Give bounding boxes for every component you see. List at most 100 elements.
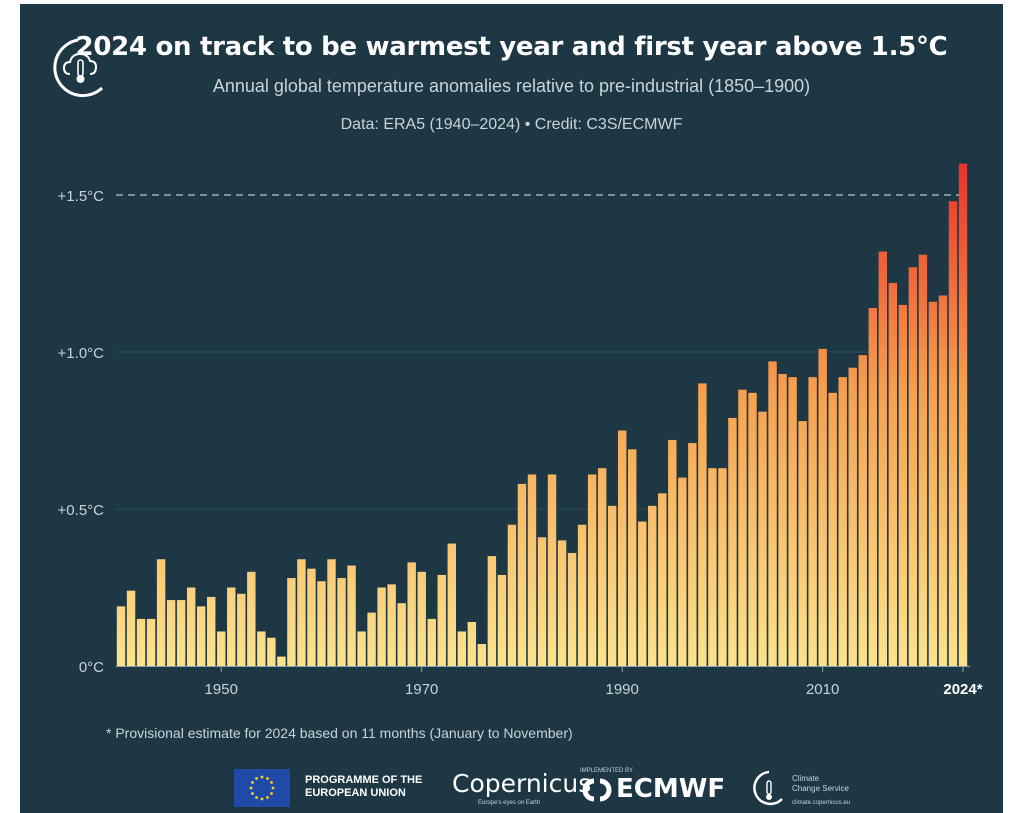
bar-1975: [467, 622, 477, 666]
bar-1940: [116, 606, 126, 666]
bar-1999: [708, 468, 717, 666]
chart-panel: 0°C +0.5°C +1.0°C +1.5°C 1950 1970 1990 2010 202…: [20, 4, 1003, 813]
bar-1978: [497, 574, 507, 666]
bar-1977: [487, 556, 497, 666]
bar-2015: [868, 308, 877, 666]
bar-1991: [628, 449, 637, 666]
bar-1970: [417, 571, 426, 666]
eu-programme-label: PROGRAMME OF THE EUROPEAN UNION: [305, 774, 422, 800]
bar-1994: [658, 493, 667, 666]
bar-2004: [758, 411, 767, 666]
bar-1960: [317, 581, 326, 666]
footnote: * Provisional estimate for 2024 based on…: [106, 725, 573, 741]
bar-1986: [577, 524, 587, 666]
bar-2022: [938, 295, 948, 666]
bar-1971: [427, 618, 436, 666]
ecmwf-implemented-label: IMPLEMENTED BY: [580, 768, 634, 774]
bar-1966: [377, 587, 386, 666]
bar-2000: [718, 468, 727, 666]
bar-1949: [207, 596, 216, 666]
bar-2020: [918, 254, 928, 666]
bar-1941: [126, 590, 136, 666]
x-tick-label: 1950: [205, 681, 238, 698]
bar-2014: [858, 355, 867, 666]
copernicus-tagline: Europe's eyes on Earth: [478, 800, 541, 806]
bar-1993: [648, 505, 657, 666]
bar-1995: [668, 439, 677, 666]
bar-1965: [367, 612, 376, 666]
bar-1956: [277, 656, 286, 666]
x-tick-label: 1990: [606, 681, 639, 698]
bar-1944: [156, 559, 166, 666]
c3s-url: climate.copernicus.eu: [792, 800, 851, 806]
bar-2007: [788, 377, 797, 666]
bar-1988: [597, 468, 607, 666]
bar-1998: [698, 383, 707, 666]
bar-1963: [347, 565, 356, 666]
bar-1942: [136, 618, 146, 666]
y-tick-label: +1.5°C: [58, 188, 105, 205]
bar-1996: [678, 477, 687, 666]
bar-1972: [437, 574, 446, 666]
bar-2018: [898, 304, 908, 666]
bar-2011: [828, 392, 837, 666]
bar-1962: [337, 578, 346, 666]
bar-1946: [176, 600, 186, 666]
ecmwf-logo-icon: [580, 777, 614, 808]
bar-1969: [407, 562, 416, 666]
bar-1950: [217, 631, 226, 666]
bar-1959: [307, 568, 316, 666]
bar-2008: [798, 421, 807, 666]
copernicus-logo: Copernicus: [452, 769, 592, 798]
bar-2001: [728, 417, 737, 666]
x-tick-label: 2024*: [943, 681, 982, 698]
y-tick-label: 0°C: [79, 659, 104, 676]
bar-1984: [557, 540, 567, 666]
climate-thermometer-logo-icon: [50, 34, 110, 105]
x-tick-label: 1970: [405, 681, 438, 698]
bar-1954: [257, 631, 266, 666]
c3s-label-line2: Change Service: [792, 784, 849, 793]
chart-credit: Data: ERA5 (1940–2024) • Credit: C3S/ECM…: [340, 116, 683, 133]
bar-1974: [457, 631, 467, 666]
bar-1997: [688, 443, 697, 666]
bar-1951: [227, 587, 236, 666]
bar-2019: [908, 267, 918, 666]
bar-1957: [287, 578, 296, 666]
bar-1968: [397, 603, 406, 666]
eu-label-line1: PROGRAMME OF THE: [305, 774, 423, 786]
bar-1947: [186, 587, 196, 666]
bar-2016: [878, 251, 888, 666]
bar-1943: [146, 618, 156, 666]
bar-1973: [447, 543, 456, 666]
c3s-label-line1: Climate: [792, 774, 820, 783]
bar-1979: [507, 524, 517, 666]
bar-2002: [738, 389, 747, 666]
bar-1958: [297, 559, 306, 666]
chart-plot: 0°C +0.5°C +1.0°C +1.5°C 1950 1970 1990 2010 202…: [58, 163, 983, 698]
c3s-logo-icon: [752, 769, 786, 813]
c3s-label: Climate Change Service: [792, 774, 849, 794]
bar-1976: [477, 644, 487, 666]
bar-2010: [818, 348, 827, 666]
bar-1992: [638, 521, 647, 666]
bar-2005: [768, 361, 777, 666]
bar-1953: [247, 571, 256, 666]
bar-1987: [587, 474, 597, 666]
bar-1985: [567, 552, 577, 666]
eu-label-line2: EUROPEAN UNION: [305, 787, 406, 799]
bar-1981: [527, 474, 537, 666]
bar-2021: [928, 301, 938, 666]
bar-2013: [848, 367, 857, 666]
bar-1982: [537, 537, 547, 666]
bar-2012: [838, 377, 847, 666]
bar-1967: [387, 584, 396, 666]
bar-1945: [166, 600, 176, 666]
bar-1980: [517, 483, 527, 666]
chart-title: 2024 on track to be warmest year and fir…: [75, 32, 948, 62]
bar-1955: [267, 637, 276, 666]
bar-2006: [778, 373, 787, 666]
chart-subtitle: Annual global temperature anomalies rela…: [212, 76, 811, 96]
bar-1990: [617, 430, 627, 666]
bar-1948: [196, 606, 206, 666]
